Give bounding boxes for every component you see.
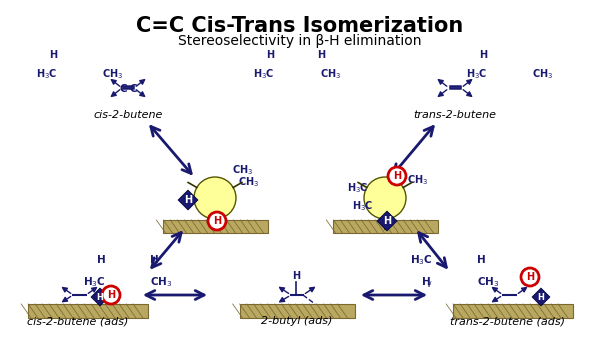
Text: H: H xyxy=(107,290,115,300)
Circle shape xyxy=(194,177,236,219)
Text: H$_3$C: H$_3$C xyxy=(83,275,106,289)
Text: CH$_3$: CH$_3$ xyxy=(150,275,172,289)
Text: H: H xyxy=(538,293,544,302)
Text: CH$_3$: CH$_3$ xyxy=(102,67,123,81)
Text: H: H xyxy=(292,271,300,281)
Text: CH$_3$: CH$_3$ xyxy=(477,275,499,289)
Text: H$_3$C: H$_3$C xyxy=(466,67,487,81)
Text: CH$_3$: CH$_3$ xyxy=(532,67,553,81)
Text: C: C xyxy=(129,84,137,94)
Text: H: H xyxy=(479,50,487,60)
Text: H: H xyxy=(526,272,534,282)
Text: H$_3$C: H$_3$C xyxy=(352,199,373,213)
Text: H: H xyxy=(150,255,159,265)
Circle shape xyxy=(364,177,406,219)
Polygon shape xyxy=(91,288,109,306)
Text: 2-butyl (ads): 2-butyl (ads) xyxy=(262,316,332,326)
Text: H$_{\!\!/\!/}$: H$_{\!\!/\!/}$ xyxy=(421,275,433,290)
Bar xyxy=(332,220,437,233)
Polygon shape xyxy=(532,288,550,306)
Bar xyxy=(239,304,355,318)
Text: H$_3$C: H$_3$C xyxy=(35,67,57,81)
Bar xyxy=(453,304,573,318)
Bar xyxy=(28,304,148,318)
Text: CH$_3$: CH$_3$ xyxy=(320,67,341,81)
Text: trans-2-butene (ads): trans-2-butene (ads) xyxy=(451,316,566,326)
Text: H: H xyxy=(213,216,221,226)
Text: CH$_3$: CH$_3$ xyxy=(407,173,428,187)
Text: CH$_3$: CH$_3$ xyxy=(232,163,253,177)
Circle shape xyxy=(208,212,226,230)
Polygon shape xyxy=(377,211,397,231)
Text: H: H xyxy=(97,293,103,302)
Text: H: H xyxy=(184,195,192,205)
Text: cis-2-butene: cis-2-butene xyxy=(94,110,163,120)
Text: H: H xyxy=(266,50,274,60)
Text: H$_3$C: H$_3$C xyxy=(410,253,433,267)
Text: H: H xyxy=(383,216,391,226)
Circle shape xyxy=(102,286,120,304)
Bar xyxy=(163,220,268,233)
Text: H: H xyxy=(393,171,401,181)
Text: trans-2-butene: trans-2-butene xyxy=(413,110,497,120)
Text: C: C xyxy=(119,84,127,94)
Text: H: H xyxy=(477,255,486,265)
Polygon shape xyxy=(178,190,198,210)
Text: H: H xyxy=(317,50,325,60)
Text: H: H xyxy=(49,50,57,60)
Text: H: H xyxy=(97,255,106,265)
Circle shape xyxy=(521,268,539,286)
Text: C=C Cis-Trans Isomerization: C=C Cis-Trans Isomerization xyxy=(136,16,464,36)
Text: H$_3$C: H$_3$C xyxy=(347,181,368,195)
Text: H$_3$C: H$_3$C xyxy=(253,67,274,81)
Text: cis-2-butene (ads): cis-2-butene (ads) xyxy=(28,316,128,326)
Circle shape xyxy=(388,167,406,185)
Text: CH$_3$: CH$_3$ xyxy=(238,175,259,189)
Text: Stereoselectivity in β-H elimination: Stereoselectivity in β-H elimination xyxy=(178,34,422,48)
